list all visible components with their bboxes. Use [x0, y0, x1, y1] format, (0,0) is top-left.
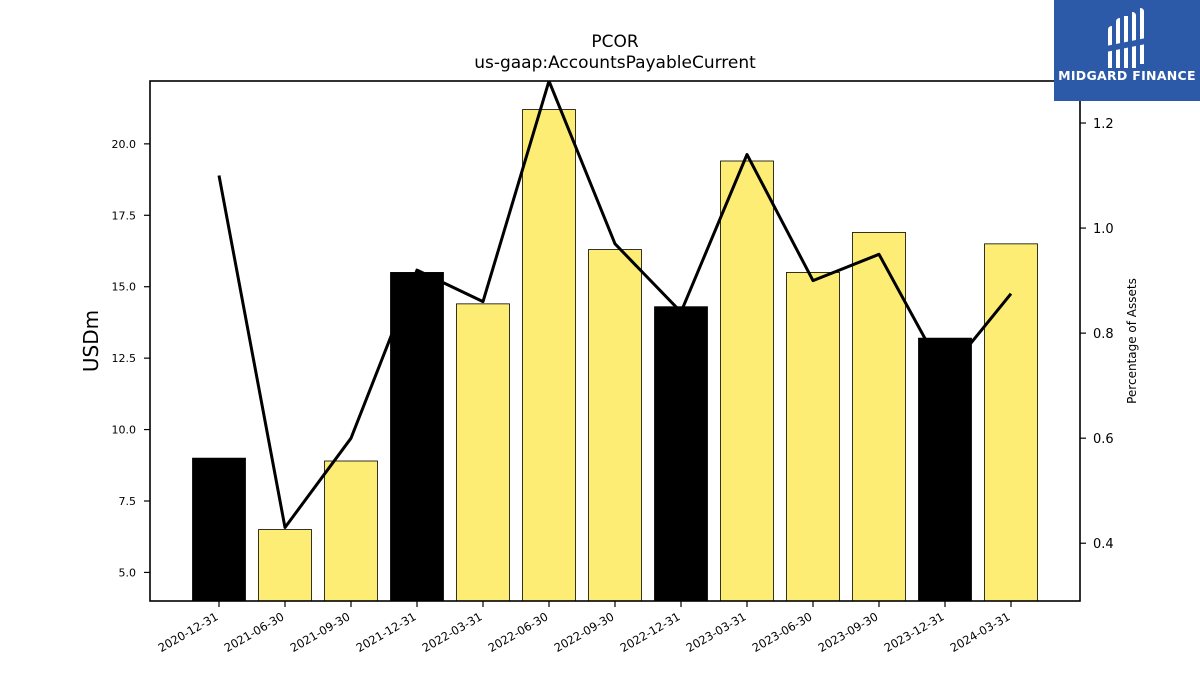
- bar: [522, 109, 576, 602]
- y2-tick-label: 0.6: [1093, 432, 1114, 447]
- x-tick-label: 2021-09-30: [288, 609, 353, 655]
- x-tick-label: 2024-03-31: [948, 609, 1013, 655]
- x-tick-label: 2023-06-30: [750, 609, 815, 655]
- y-tick-label: 20.0: [112, 138, 137, 151]
- x-tick-label: 2020-12-31: [156, 609, 221, 655]
- y-axis-label: USDm: [79, 310, 103, 372]
- y-tick-label: 17.5: [112, 209, 137, 222]
- bar: [720, 160, 774, 602]
- logo-text: MIDGARD FINANCE: [1058, 68, 1196, 83]
- x-tick-label: 2022-12-31: [618, 609, 683, 655]
- bar: [852, 232, 906, 602]
- bar: [456, 303, 510, 602]
- midgard-finance-logo: MIDGARD FINANCE: [1054, 0, 1200, 101]
- logo-mark-icon: [1106, 8, 1146, 68]
- bar: [984, 243, 1038, 602]
- chart-title: PCOR: [591, 32, 639, 52]
- bar: [390, 272, 444, 602]
- bar: [654, 306, 708, 602]
- y-tick-label: 10.0: [112, 424, 137, 437]
- chart-subtitle: us-gaap:AccountsPayableCurrent: [474, 53, 756, 73]
- y-tick-label: 7.5: [119, 495, 137, 508]
- y2-axis-label: Percentage of Assets: [1125, 278, 1139, 404]
- bar: [918, 337, 972, 602]
- x-tick-label: 2023-03-31: [684, 609, 749, 655]
- bar: [258, 529, 312, 602]
- x-tick-label: 2023-12-31: [882, 609, 947, 655]
- x-tick-label: 2021-12-31: [354, 609, 419, 655]
- y-tick-label: 15.0: [112, 281, 137, 294]
- y2-tick-label: 1.2: [1093, 117, 1114, 132]
- y2-tick-label: 0.4: [1093, 537, 1114, 552]
- bar: [588, 249, 642, 602]
- y-tick-label: 5.0: [119, 566, 137, 579]
- y-tick-label: 12.5: [112, 352, 137, 365]
- x-tick-label: 2022-06-30: [486, 609, 551, 655]
- percentage-line: [217, 81, 1013, 529]
- bar: [324, 460, 378, 602]
- x-tick-label: 2023-09-30: [816, 609, 881, 655]
- y2-tick-label: 1.0: [1093, 222, 1114, 237]
- x-tick-label: 2022-03-31: [420, 609, 485, 655]
- x-tick-label: 2022-09-30: [552, 609, 617, 655]
- bar: [192, 457, 246, 602]
- x-tick-label: 2021-06-30: [222, 609, 287, 655]
- y2-tick-label: 0.8: [1093, 327, 1114, 342]
- bar: [786, 272, 840, 602]
